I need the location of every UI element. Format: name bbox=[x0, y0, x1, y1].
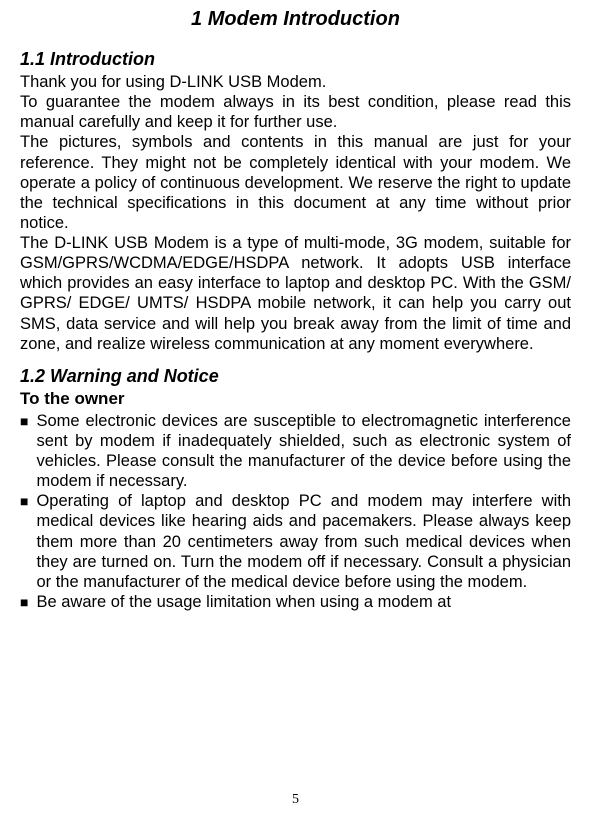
page-number: 5 bbox=[0, 792, 591, 808]
bullet-text: Some electronic devices are susceptible … bbox=[36, 411, 571, 492]
intro-paragraph-1: Thank you for using D-LINK USB Modem. bbox=[20, 72, 571, 92]
bullet-marker-icon: ■ bbox=[20, 594, 36, 612]
bullet-marker-icon: ■ bbox=[20, 493, 36, 592]
list-item: ■ Operating of laptop and desktop PC and… bbox=[20, 491, 571, 592]
bullet-text: Operating of laptop and desktop PC and m… bbox=[36, 491, 571, 592]
section-2-heading: 1.2 Warning and Notice bbox=[20, 366, 571, 387]
intro-paragraph-3: The pictures, symbols and contents in th… bbox=[20, 132, 571, 233]
intro-paragraph-4: The D-LINK USB Modem is a type of multi-… bbox=[20, 233, 571, 354]
intro-paragraph-2: To guarantee the modem always in its bes… bbox=[20, 92, 571, 132]
bullet-marker-icon: ■ bbox=[20, 413, 36, 492]
bullet-text: Be aware of the usage limitation when us… bbox=[36, 592, 571, 612]
section-2-subheading: To the owner bbox=[20, 389, 571, 409]
warning-list: ■ Some electronic devices are susceptibl… bbox=[20, 411, 571, 612]
page-title: 1 Modem Introduction bbox=[20, 8, 571, 31]
section-1-heading: 1.1 Introduction bbox=[20, 49, 571, 70]
list-item: ■ Some electronic devices are susceptibl… bbox=[20, 411, 571, 492]
list-item: ■ Be aware of the usage limitation when … bbox=[20, 592, 571, 612]
